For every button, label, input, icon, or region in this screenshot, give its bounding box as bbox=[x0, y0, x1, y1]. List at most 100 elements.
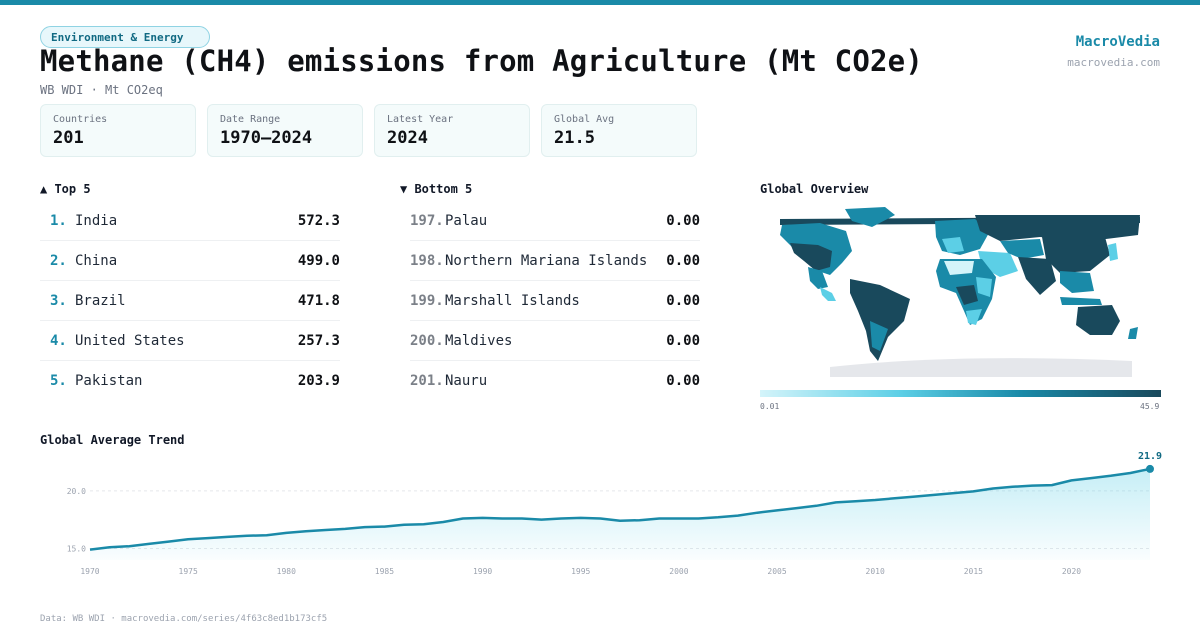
map-region[interactable] bbox=[850, 279, 910, 361]
map-legend-gradient bbox=[760, 390, 1161, 397]
country-value: 0.00 bbox=[666, 252, 700, 269]
map-region[interactable] bbox=[1108, 243, 1118, 261]
list-item[interactable]: 2. China 499.0 bbox=[40, 241, 340, 281]
rank-number: 1. bbox=[50, 212, 67, 229]
y-tick-label: 15.0 bbox=[67, 544, 86, 553]
top5-heading: ▲ Top 5 bbox=[40, 182, 91, 196]
stat-card-latest-year: Latest Year 2024 bbox=[374, 104, 530, 157]
country-value: 471.8 bbox=[297, 292, 340, 309]
category-tag[interactable]: Environment & Energy bbox=[40, 26, 210, 48]
brand: MacroVedia macrovedia.com bbox=[1067, 34, 1160, 69]
x-tick-label: 1995 bbox=[571, 567, 590, 576]
x-tick-label: 2000 bbox=[669, 567, 688, 576]
trend-line bbox=[89, 467, 1151, 551]
country-value: 499.0 bbox=[297, 252, 340, 269]
list-item[interactable]: 198. Northern Mariana Islands 0.00 bbox=[410, 241, 700, 281]
rank-number: 5. bbox=[50, 373, 67, 389]
map-legend-max: 45.9 bbox=[1140, 402, 1160, 411]
map-region[interactable] bbox=[1060, 271, 1094, 293]
map-region[interactable] bbox=[1076, 305, 1120, 335]
rank-number: 199. bbox=[410, 292, 444, 309]
stat-card-date-range: Date Range 1970–2024 bbox=[207, 104, 363, 157]
stat-value: 2024 bbox=[387, 128, 428, 148]
list-item[interactable]: 201. Nauru 0.00 bbox=[410, 361, 700, 401]
rank-number: 197. bbox=[410, 212, 444, 229]
page-title: Methane (CH4) emissions from Agriculture… bbox=[40, 44, 923, 78]
map-region[interactable] bbox=[808, 267, 828, 289]
stat-label: Global Avg bbox=[554, 114, 615, 125]
country-value: 0.00 bbox=[666, 332, 700, 349]
x-tick-label: 1975 bbox=[179, 567, 198, 576]
list-item[interactable]: 1. India 572.3 bbox=[40, 201, 340, 241]
page-subtitle: WB WDI · Mt CO2eq bbox=[40, 83, 163, 97]
list-item[interactable]: 200. Maldives 0.00 bbox=[410, 321, 700, 361]
country-value: 203.9 bbox=[297, 373, 340, 389]
country-name: China bbox=[75, 252, 118, 269]
map-region[interactable] bbox=[1042, 237, 1110, 273]
country-name: United States bbox=[75, 332, 185, 349]
map-region[interactable] bbox=[942, 237, 964, 253]
world-map-svg bbox=[780, 207, 1140, 377]
list-item[interactable]: 197. Palau 0.00 bbox=[410, 201, 700, 241]
list-item[interactable]: 4. United States 257.3 bbox=[40, 321, 340, 361]
country-name: India bbox=[75, 212, 118, 229]
country-name: Marshall Islands bbox=[445, 292, 580, 309]
country-value: 0.00 bbox=[666, 373, 700, 389]
rank-number: 201. bbox=[410, 373, 444, 389]
map-region[interactable] bbox=[790, 243, 832, 271]
x-tick-label: 2015 bbox=[964, 567, 983, 576]
map-region[interactable] bbox=[845, 207, 895, 227]
country-value: 0.00 bbox=[666, 212, 700, 229]
list-item[interactable]: 5. Pakistan 203.9 bbox=[40, 361, 340, 401]
trend-heading: Global Average Trend bbox=[40, 433, 185, 447]
top5-list: 1. India 572.3 2. China 499.0 3. Brazil … bbox=[40, 201, 340, 401]
country-name: Nauru bbox=[445, 373, 488, 389]
rank-number: 198. bbox=[410, 252, 444, 269]
x-tick-label: 1970 bbox=[80, 567, 99, 576]
stat-card-global-avg: Global Avg 21.5 bbox=[541, 104, 697, 157]
country-value: 572.3 bbox=[297, 212, 340, 229]
stat-label: Countries bbox=[53, 114, 108, 125]
map-region[interactable] bbox=[1128, 327, 1138, 339]
list-item[interactable]: 3. Brazil 471.8 bbox=[40, 281, 340, 321]
rank-number: 2. bbox=[50, 252, 67, 269]
map-region bbox=[830, 358, 1132, 377]
country-name: Northern Mariana Islands bbox=[445, 252, 648, 269]
trend-chart: 15.0 20.0 21.9 1970 1975 1980 1985 1990 1995 20… bbox=[40, 440, 1180, 590]
country-value: 0.00 bbox=[666, 292, 700, 309]
x-tick-label: 2010 bbox=[866, 567, 885, 576]
list-item[interactable]: 199. Marshall Islands 0.00 bbox=[410, 281, 700, 321]
map-region[interactable] bbox=[1000, 239, 1044, 259]
map-region[interactable] bbox=[820, 287, 836, 301]
map-region[interactable] bbox=[1018, 257, 1056, 295]
rank-number: 200. bbox=[410, 332, 444, 349]
x-tick-label: 1990 bbox=[473, 567, 492, 576]
stat-value: 21.5 bbox=[554, 128, 595, 148]
country-name: Palau bbox=[445, 212, 488, 229]
stat-label: Latest Year bbox=[387, 114, 454, 125]
world-choropleth-map[interactable] bbox=[760, 201, 1160, 381]
map-heading: Global Overview bbox=[760, 182, 869, 196]
brand-name[interactable]: MacroVedia bbox=[1075, 34, 1160, 50]
trend-last-value-label: 21.9 bbox=[1138, 451, 1162, 462]
map-region[interactable] bbox=[976, 277, 992, 297]
bottom5-heading: ▼ Bottom 5 bbox=[400, 182, 473, 196]
x-tick-label: 1985 bbox=[375, 567, 394, 576]
rank-number: 4. bbox=[50, 332, 67, 349]
brand-url[interactable]: macrovedia.com bbox=[1067, 56, 1160, 69]
map-region[interactable] bbox=[975, 215, 1140, 241]
map-region[interactable] bbox=[966, 309, 982, 325]
top-accent-bar bbox=[0, 0, 1200, 5]
country-name: Brazil bbox=[75, 292, 126, 309]
stat-value: 1970–2024 bbox=[220, 128, 313, 148]
map-region[interactable] bbox=[1060, 297, 1102, 305]
map-region[interactable] bbox=[956, 285, 978, 305]
map-region[interactable] bbox=[944, 261, 974, 275]
map-region[interactable] bbox=[978, 251, 1018, 277]
x-tick-label: 1980 bbox=[277, 567, 296, 576]
x-tick-label: 2020 bbox=[1062, 567, 1081, 576]
trend-area bbox=[90, 468, 1150, 560]
rank-number: 3. bbox=[50, 292, 67, 309]
map-region[interactable] bbox=[870, 321, 888, 351]
stat-label: Date Range bbox=[220, 114, 281, 125]
